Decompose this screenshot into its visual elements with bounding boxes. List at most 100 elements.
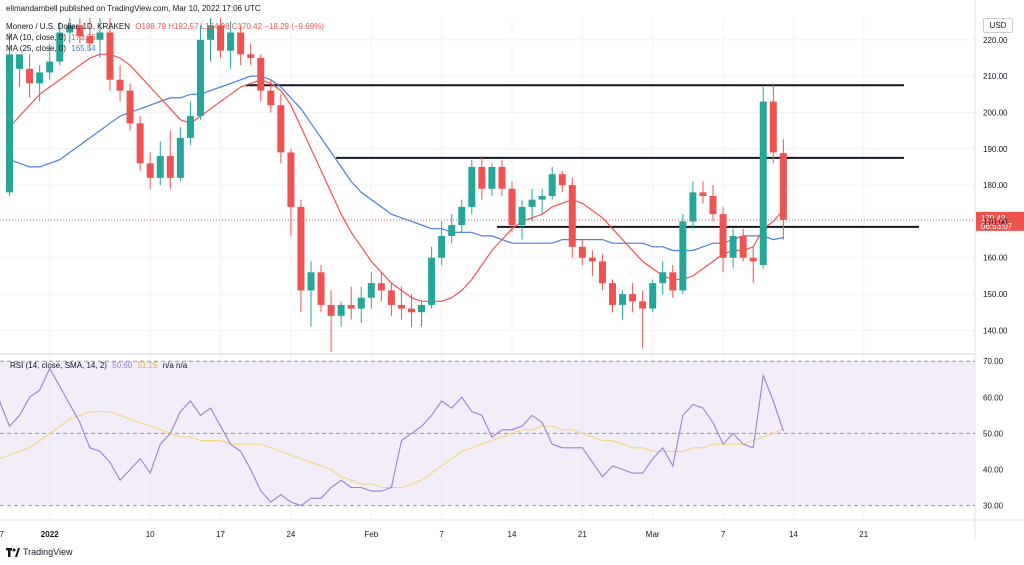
candle (287, 148, 295, 236)
moving-averages (9, 53, 784, 302)
candle-body (548, 174, 556, 196)
ma10-legend[interactable]: MA (10, close, 0) 173.26 (6, 33, 99, 42)
candle (498, 159, 506, 196)
candle-body (327, 304, 335, 316)
horizontal-levels[interactable] (245, 84, 920, 228)
candle (749, 246, 757, 284)
candle (619, 290, 627, 320)
price-tick-label: 200.00 (983, 108, 1008, 117)
candle (508, 181, 516, 233)
candle (759, 87, 767, 269)
candle (448, 214, 456, 244)
candle-body (408, 308, 415, 313)
candle-body (116, 79, 124, 91)
time-tick-label: 14 (508, 530, 517, 539)
candle-body (609, 283, 616, 305)
candle (438, 221, 446, 266)
candle (598, 254, 606, 291)
candle-body (669, 272, 677, 291)
price-tick-label: 150.00 (983, 290, 1008, 299)
candle (307, 261, 315, 327)
time-tick-label: 24 (286, 530, 295, 539)
candle (729, 228, 737, 269)
candle (146, 152, 154, 189)
last-price-label: 170.42 (981, 214, 1006, 223)
candle (337, 301, 345, 327)
candle (196, 25, 204, 120)
candle-body (277, 105, 285, 153)
candle (609, 279, 616, 313)
rsi-tick-label: 50.00 (983, 429, 1004, 438)
candle (649, 279, 657, 313)
candle (468, 159, 476, 215)
time-tick-label: Feb (364, 530, 378, 539)
candle-body (528, 199, 536, 207)
candle (56, 21, 64, 66)
candle (136, 116, 144, 171)
candle-body (237, 32, 245, 55)
candle (538, 188, 546, 215)
candle (16, 54, 24, 88)
candle (186, 101, 194, 146)
candle-body (488, 166, 496, 189)
symbol-legend: Monero / U.S. Dollar, 1D, KRAKEN O188.79… (6, 22, 327, 31)
candle (207, 18, 214, 62)
candle (478, 156, 486, 200)
candle-body (6, 54, 13, 193)
candle (357, 286, 365, 324)
candle-body (66, 25, 74, 33)
candle (377, 272, 385, 302)
ma25-label: MA (25, close, 0) (6, 44, 67, 53)
candle (679, 214, 687, 295)
candle-body (779, 153, 787, 220)
candle (719, 206, 727, 273)
price-tick-label: 190.00 (983, 145, 1008, 154)
candle-body (357, 297, 365, 309)
candle (528, 188, 536, 222)
candle (558, 170, 566, 193)
candle-body (629, 294, 637, 302)
candle-body (649, 283, 657, 309)
time-tick-label: 17 (216, 530, 225, 539)
candle-body (508, 188, 516, 226)
candle (408, 294, 415, 327)
candle (257, 54, 265, 102)
ma10-line (9, 53, 784, 302)
rsi-extra: n/a n/a (162, 361, 188, 370)
candle (347, 286, 355, 320)
candle (739, 228, 747, 262)
price-tick-label: 210.00 (983, 72, 1008, 81)
candle-body (558, 174, 566, 186)
candle-body (458, 206, 466, 226)
currency-badge[interactable]: USD (983, 18, 1013, 33)
candle-body (267, 90, 275, 106)
candle (699, 181, 707, 204)
tradingview-branding[interactable]: TradingView (6, 547, 73, 557)
candle (629, 283, 637, 313)
price-tick-label: 170.00 (983, 217, 1008, 226)
candle (96, 18, 104, 58)
candle (367, 272, 375, 309)
time-tick-label: 14 (789, 530, 798, 539)
rsi-legend[interactable]: RSI (14, close, SMA, 14, 2) 50.60 51.25 … (10, 361, 190, 370)
rsi-tick-label: 70.00 (983, 357, 1004, 366)
rsi-band (0, 360, 975, 507)
candle-body (729, 235, 737, 258)
candle (217, 18, 225, 58)
candle-body (377, 283, 385, 291)
candle (387, 283, 395, 316)
candle-body (106, 32, 114, 80)
candle (689, 181, 697, 229)
candle-body (428, 257, 436, 305)
ma25-legend[interactable]: MA (25, close, 0) 165.54 (6, 44, 99, 53)
tradingview-logo-icon (6, 547, 20, 557)
time-tick-label: 21 (578, 530, 587, 539)
publisher-line: elimandambell published on TradingView.c… (6, 4, 261, 13)
candle (568, 177, 576, 258)
candle-body (86, 36, 94, 44)
candle-body (418, 304, 426, 313)
candle-body (317, 272, 325, 305)
candle-body (709, 195, 717, 215)
